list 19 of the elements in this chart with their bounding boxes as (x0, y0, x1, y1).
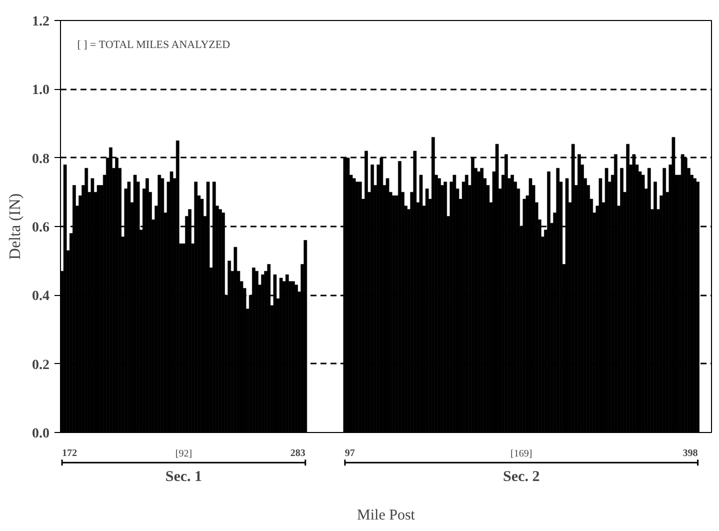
y-tick-label: 0.0 (32, 426, 50, 442)
y-tick-label: 0.6 (32, 220, 50, 236)
x-axis-title: Mile Post (357, 507, 416, 524)
text: Sec. 1 (165, 469, 202, 486)
y-tick-label: 1.0 (32, 83, 50, 98)
text: [92] (175, 448, 192, 460)
y-tick-label: 0.8 (32, 152, 50, 167)
annotation: [ ] = TOTAL MILES ANALYZED (77, 39, 230, 52)
text: 283 (290, 448, 306, 459)
y-tick-label: 0.2 (32, 358, 50, 373)
text: Sec. 2 (503, 469, 540, 486)
text: 172 (62, 448, 78, 459)
y-tick-label: 1.2 (32, 14, 50, 30)
bar (304, 240, 308, 432)
y-tick-label: 0.4 (32, 289, 50, 304)
text: 97 (344, 448, 355, 459)
text: 398 (682, 448, 698, 459)
y-axis-title: Delta (IN) (7, 193, 24, 260)
text: [169] (510, 448, 532, 460)
